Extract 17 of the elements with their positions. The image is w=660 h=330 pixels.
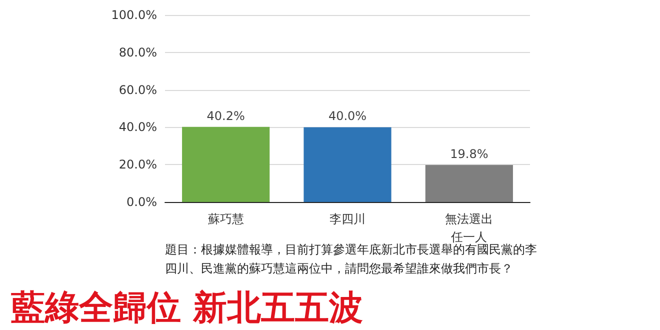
data-label: 19.8% — [450, 146, 488, 161]
y-tick-label: 20.0% — [118, 158, 157, 172]
text: 題目：根據媒體報導，目前打算參選年底新北市長選舉的有國民黨的李四川、民進黨的蘇巧慧這兩位中，請問您最希望誰來做我們市長？ — [165, 242, 537, 276]
text: 藍綠全歸位 新北五五波 — [11, 288, 363, 328]
y-tick-label: 100.0% — [111, 8, 157, 22]
y-tick-label: 0.0% — [126, 195, 157, 209]
y-tick-label: 80.0% — [118, 45, 157, 60]
bar — [425, 164, 513, 202]
x-tick-label: 無法選出任一人 — [445, 212, 494, 244]
bar — [182, 126, 270, 202]
y-tick-label: 60.0% — [118, 82, 157, 97]
data-label: 40.0% — [328, 109, 367, 124]
bar — [304, 127, 392, 202]
x-tick-label: 蘇巧慧 — [208, 212, 244, 226]
y-tick-label: 40.0% — [118, 120, 157, 134]
x-tick-label: 李四川 — [330, 212, 366, 226]
data-label: 40.2% — [206, 108, 245, 123]
